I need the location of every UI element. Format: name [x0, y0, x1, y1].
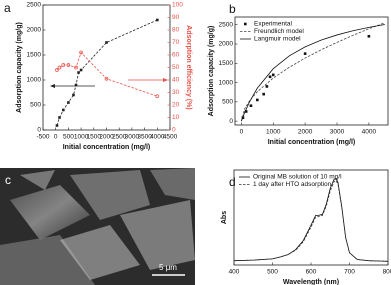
legend-swatch — [244, 22, 247, 26]
point — [74, 83, 78, 87]
point — [67, 101, 70, 104]
plot-frame — [234, 16, 389, 126]
y2-tick-label: 100 — [172, 2, 183, 9]
point — [72, 93, 75, 97]
series-line — [233, 179, 389, 262]
x-tick-label: 3500 — [137, 134, 152, 141]
y2-tick-label: 50 — [172, 64, 180, 71]
legend-label: Experimental — [254, 21, 292, 28]
point — [268, 75, 272, 79]
point — [61, 63, 66, 67]
point — [74, 65, 78, 70]
x-tick-label: 500 — [267, 269, 278, 276]
x-tick-label: 4000 — [150, 134, 165, 141]
legend-label: 1 day after HTO adsorption — [253, 181, 332, 188]
point — [303, 52, 307, 55]
legend-label: Freundlich model — [254, 28, 304, 35]
point — [262, 92, 265, 96]
y2-tick-label: 40 — [172, 77, 180, 84]
x-tick-label: 1500 — [87, 134, 102, 141]
y-tick-label: 500 — [30, 102, 41, 109]
x-tick-label: 500 — [63, 134, 74, 141]
x-tick-label: 0 — [54, 134, 58, 141]
y2-tick-label: 70 — [172, 39, 180, 46]
legend-label: Langmuir model — [254, 36, 301, 43]
x-tick-label: 600 — [306, 269, 317, 276]
x-tick-label: 1000 — [74, 134, 89, 141]
x-tick-label: 700 — [344, 269, 355, 276]
point — [55, 68, 59, 72]
x-tick-label: 2000 — [298, 129, 313, 136]
point — [77, 71, 80, 74]
y-axis-label: Abs — [221, 211, 228, 224]
y-axis-label: Adsorption capacity (mg/g) — [208, 26, 215, 117]
panel-label: b — [229, 2, 236, 16]
point — [62, 108, 65, 112]
x-tick-label: 1000 — [266, 129, 281, 136]
x-tick-label: 3000 — [125, 134, 140, 141]
point — [55, 124, 59, 127]
point — [156, 18, 159, 22]
point — [105, 41, 108, 44]
y-tick-label: 0 — [229, 118, 233, 125]
x-tick-label: 4000 — [362, 129, 377, 136]
x-tick-label: 400 — [229, 269, 240, 276]
point — [66, 63, 71, 67]
panel-label: a — [4, 1, 11, 15]
legend-label: Original MB solution of 10 mg/l — [253, 174, 342, 181]
point — [155, 94, 160, 99]
x-tick-label: 4500 — [163, 134, 178, 141]
series-line — [233, 178, 389, 262]
series-line — [240, 22, 385, 122]
y2-tick-label: 0 — [172, 127, 176, 134]
y2-axis-label: Adsorption efficiency (%) — [185, 25, 192, 109]
series-line — [56, 51, 158, 97]
y-tick-label: 1500 — [27, 52, 42, 59]
point — [256, 98, 259, 102]
sem-image — [0, 168, 195, 285]
point — [58, 116, 61, 119]
y2-tick-label: 30 — [172, 89, 180, 96]
x-tick-label: 3000 — [330, 129, 345, 136]
point — [271, 73, 275, 77]
y2-tick-label: 10 — [172, 114, 180, 121]
y2-tick-label: 80 — [172, 27, 180, 34]
x-tick-label: 800 — [383, 269, 391, 276]
point — [367, 34, 371, 38]
panel-label: c — [5, 173, 11, 187]
point — [244, 110, 248, 113]
y-axis-label: Adsorption capacity (mg/g) — [16, 22, 23, 113]
scale-bar-label: 5 μm — [159, 263, 177, 272]
y-tick-label: 0 — [37, 127, 41, 134]
arrows — [50, 78, 168, 88]
y-tick-label: 500 — [222, 99, 233, 106]
y-tick-label: 1500 — [219, 60, 234, 67]
y-tick-label: 1000 — [27, 77, 42, 84]
x-axis-label: Initial concentration (mg/l) — [63, 144, 151, 151]
y2-tick-label: 60 — [172, 52, 180, 59]
panel-label: d — [229, 175, 236, 189]
y-tick-label: 2000 — [219, 41, 234, 48]
point — [104, 76, 109, 81]
x-axis-label: Wavelength (nm) — [283, 279, 339, 285]
y2-tick-label: 20 — [172, 102, 180, 109]
point — [57, 65, 62, 70]
series-line — [241, 24, 385, 122]
x-tick-label: 0 — [240, 129, 244, 136]
y-tick-label: 1000 — [219, 79, 234, 86]
point — [265, 85, 269, 88]
point — [79, 50, 83, 55]
point — [249, 104, 253, 108]
x-tick-label: 2000 — [99, 134, 114, 141]
x-tick-label: -500 — [36, 134, 49, 141]
y-tick-label: 2500 — [27, 2, 42, 9]
x-axis-label: Initial concentration (mg/l) — [268, 139, 356, 146]
series-line — [56, 19, 158, 126]
point — [79, 68, 83, 72]
y-tick-label: 2500 — [219, 21, 234, 28]
y2-tick-label: 90 — [172, 14, 180, 21]
y-tick-label: 2000 — [27, 27, 42, 34]
x-tick-label: 2500 — [112, 134, 127, 141]
